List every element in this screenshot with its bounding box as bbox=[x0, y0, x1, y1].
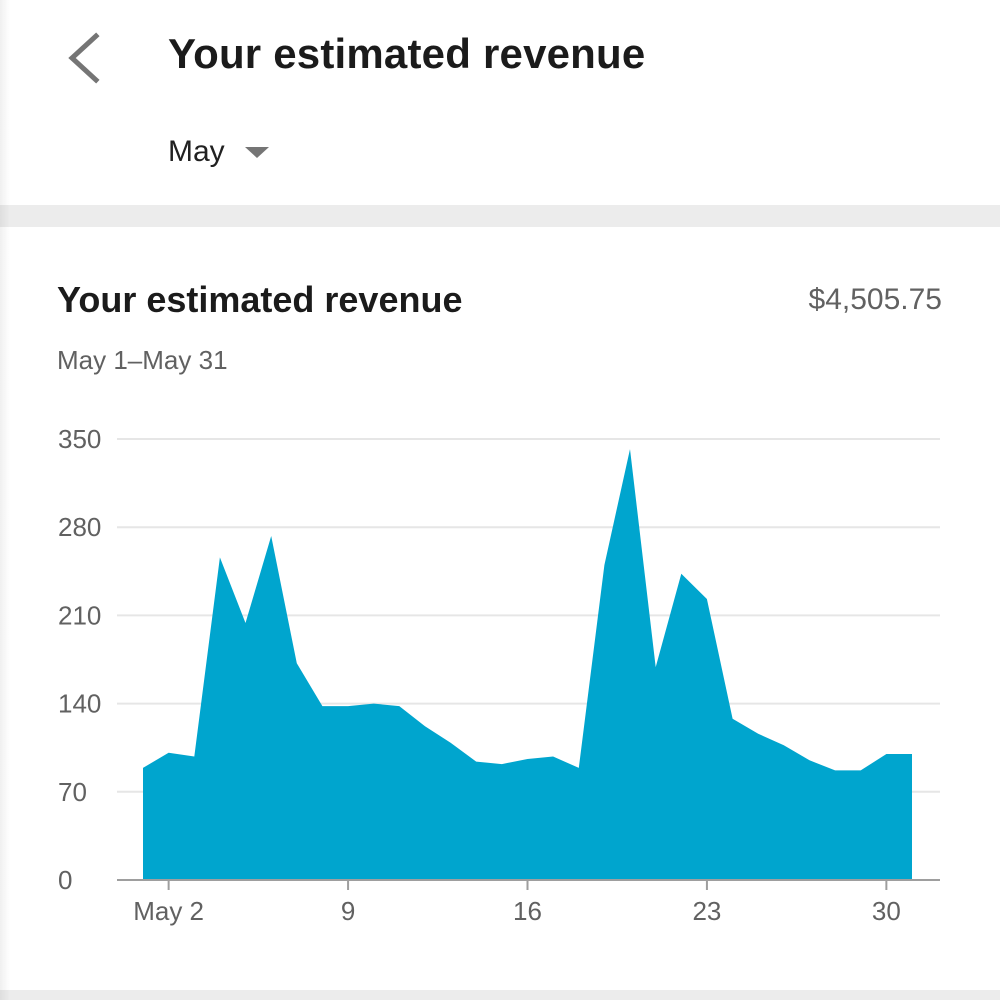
revenue-total: $4,505.75 bbox=[808, 283, 942, 316]
caret-down-icon bbox=[244, 146, 269, 158]
chevron-left-icon bbox=[68, 32, 100, 84]
revenue-card: Your estimated revenue $4,505.75 May 1–M… bbox=[0, 227, 1000, 990]
date-range: May 1–May 31 bbox=[57, 345, 228, 375]
page-title: Your estimated revenue bbox=[168, 30, 646, 77]
bottom-divider bbox=[0, 990, 1000, 1000]
app-header: Your estimated revenue May bbox=[0, 0, 1000, 205]
month-dropdown-value: May bbox=[168, 135, 225, 168]
section-divider bbox=[0, 205, 1000, 227]
back-button[interactable] bbox=[58, 28, 114, 88]
card-title: Your estimated revenue bbox=[57, 279, 463, 320]
month-dropdown[interactable]: May bbox=[168, 128, 269, 176]
